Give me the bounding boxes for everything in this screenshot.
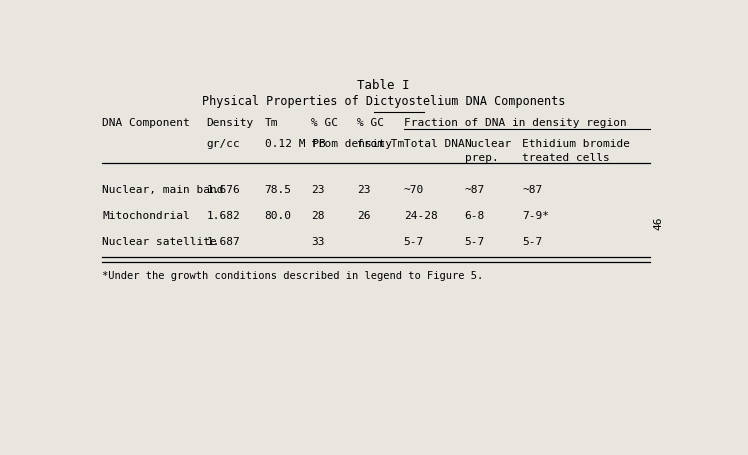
Text: prep.: prep. bbox=[465, 153, 498, 163]
Text: 26: 26 bbox=[358, 211, 371, 221]
Text: Mitochondrial: Mitochondrial bbox=[102, 211, 190, 221]
Text: from density: from density bbox=[311, 139, 392, 149]
Text: ~87: ~87 bbox=[522, 184, 543, 194]
Text: 23: 23 bbox=[358, 184, 371, 194]
Text: 7-9*: 7-9* bbox=[522, 211, 550, 221]
Text: Total DNA: Total DNA bbox=[404, 139, 465, 149]
Text: 6-8: 6-8 bbox=[465, 211, 485, 221]
Text: 33: 33 bbox=[311, 237, 325, 247]
Text: 5-7: 5-7 bbox=[465, 237, 485, 247]
Text: 46: 46 bbox=[654, 216, 663, 229]
Text: 28: 28 bbox=[311, 211, 325, 221]
Text: gr/cc: gr/cc bbox=[206, 139, 240, 149]
Text: Physical Properties of Dictyostelium DNA Components: Physical Properties of Dictyostelium DNA… bbox=[202, 95, 565, 108]
Text: DNA Component: DNA Component bbox=[102, 118, 190, 128]
Text: Fraction of DNA in density region: Fraction of DNA in density region bbox=[404, 118, 626, 128]
Text: Nuclear: Nuclear bbox=[465, 139, 512, 149]
Text: 23: 23 bbox=[311, 184, 325, 194]
Text: 5-7: 5-7 bbox=[404, 237, 424, 247]
Text: ~70: ~70 bbox=[404, 184, 424, 194]
Text: ~87: ~87 bbox=[465, 184, 485, 194]
Text: % GC: % GC bbox=[311, 118, 338, 128]
Text: 1.687: 1.687 bbox=[206, 237, 240, 247]
Text: 5-7: 5-7 bbox=[522, 237, 543, 247]
Text: 1.676: 1.676 bbox=[206, 184, 240, 194]
Text: Table I: Table I bbox=[357, 79, 410, 92]
Text: 78.5: 78.5 bbox=[265, 184, 292, 194]
Text: Ethidium bromide: Ethidium bromide bbox=[522, 139, 631, 149]
Text: 1.682: 1.682 bbox=[206, 211, 240, 221]
Text: % GC: % GC bbox=[358, 118, 384, 128]
Text: *Under the growth conditions described in legend to Figure 5.: *Under the growth conditions described i… bbox=[102, 270, 483, 280]
Text: Density: Density bbox=[206, 118, 254, 128]
Text: Nuclear satellite: Nuclear satellite bbox=[102, 237, 217, 247]
Text: 24-28: 24-28 bbox=[404, 211, 438, 221]
Text: Tm: Tm bbox=[265, 118, 278, 128]
Text: from Tm: from Tm bbox=[358, 139, 405, 149]
Text: 0.12 M PB: 0.12 M PB bbox=[265, 139, 325, 149]
Text: treated cells: treated cells bbox=[522, 153, 610, 163]
Text: 80.0: 80.0 bbox=[265, 211, 292, 221]
Text: Nuclear, main band: Nuclear, main band bbox=[102, 184, 224, 194]
